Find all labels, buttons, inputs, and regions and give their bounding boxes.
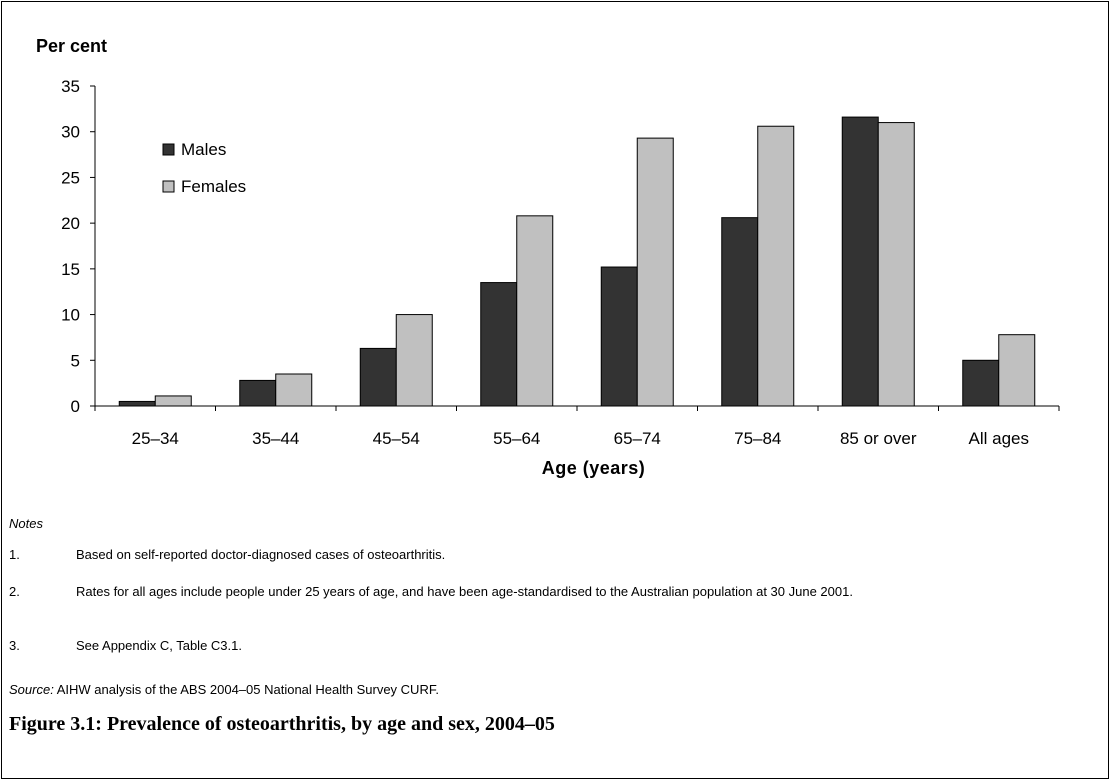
bar-females-25–34 <box>154 395 192 407</box>
note-number: 2. <box>9 584 20 599</box>
x-tick-label: 35–44 <box>252 429 299 448</box>
bar-males-75–84 <box>721 217 759 407</box>
x-tick-label: All ages <box>969 429 1029 448</box>
legend-swatch-males <box>162 143 175 156</box>
x-tick-label: 85 or over <box>840 429 917 448</box>
note-text: Rates for all ages include people under … <box>76 584 853 599</box>
legend-label-females: Females <box>181 177 246 196</box>
y-tick-label: 5 <box>71 351 80 370</box>
y-tick-label: 30 <box>61 123 80 142</box>
bar-chart: 0 5 10 15 20 25 30 35 25–34 35–44 45–54 55–64 65–74 7… <box>61 77 1060 448</box>
x-tick-label: 75–84 <box>734 429 781 448</box>
x-tick-label: 55–64 <box>493 429 540 448</box>
bar-females-35–44 <box>275 373 313 407</box>
bar-males-45–54 <box>359 347 397 407</box>
bar-females-65–74 <box>636 137 674 407</box>
x-tick-label: 45–54 <box>373 429 420 448</box>
x-tick-label: 65–74 <box>614 429 661 448</box>
y-axis-label: Per cent <box>36 36 108 56</box>
source-label: Source: <box>9 682 54 697</box>
bar-females-85 or over <box>877 122 915 407</box>
y-tick-label: 35 <box>61 77 80 96</box>
y-tick-label: 20 <box>61 214 80 233</box>
note-item: 1. Based on self-reported doctor-diagnos… <box>9 546 1069 564</box>
x-axis-label: Age (years) <box>541 458 646 478</box>
y-tick-label: 25 <box>61 168 80 187</box>
x-tick-label: 25–34 <box>132 429 179 448</box>
bar-males-35–44 <box>239 379 277 407</box>
source-text: AIHW analysis of the ABS 2004–05 Nationa… <box>53 682 439 697</box>
y-tick-label: 10 <box>61 306 80 325</box>
note-text: See Appendix C, Table C3.1. <box>76 638 242 653</box>
bar-males-85 or over <box>841 116 879 407</box>
note-item: 2. Rates for all ages include people und… <box>9 583 1069 601</box>
bar-males-All ages <box>962 359 1000 407</box>
figure-caption: Figure 3.1: Prevalence of osteoarthritis… <box>9 713 555 735</box>
note-text: Based on self-reported doctor-diagnosed … <box>76 547 446 562</box>
notes-title: Notes <box>9 516 43 531</box>
legend-swatch-females <box>162 180 175 193</box>
legend-label-males: Males <box>181 140 226 159</box>
note-item: 3. See Appendix C, Table C3.1. <box>9 637 1069 655</box>
bar-males-25–34 <box>118 400 156 407</box>
bar-females-55–64 <box>516 215 554 407</box>
source-line: Source: AIHW analysis of the ABS 2004–05… <box>9 682 439 697</box>
note-number: 1. <box>9 547 20 562</box>
note-number: 3. <box>9 638 20 653</box>
bar-males-65–74 <box>600 266 638 407</box>
bar-females-All ages <box>998 334 1036 407</box>
bar-males-55–64 <box>480 282 518 407</box>
y-tick-label: 0 <box>71 397 80 416</box>
bar-females-45–54 <box>395 314 433 407</box>
bar-females-75–84 <box>757 125 795 407</box>
y-tick-label: 15 <box>61 260 80 279</box>
